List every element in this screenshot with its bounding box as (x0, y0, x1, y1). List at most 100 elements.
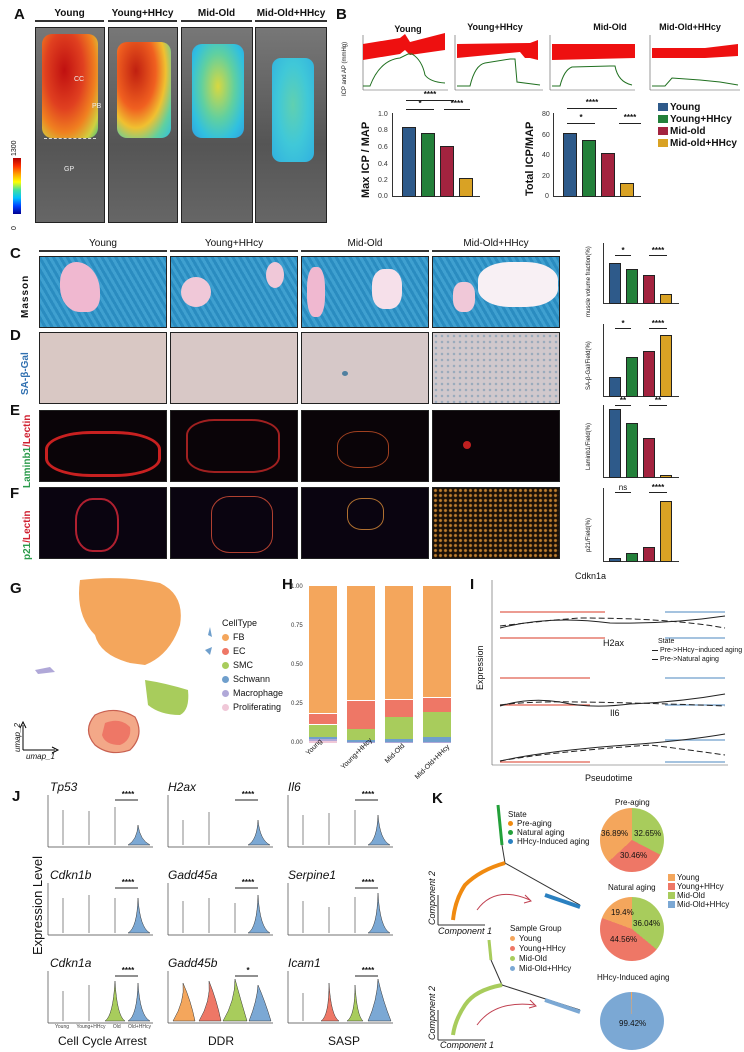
k-pie-title-pre: Pre-aging (615, 798, 650, 807)
c-col-young-hhcy: Young+HHcy (170, 238, 298, 252)
e-if-mid-old-hhcy (432, 410, 560, 482)
b-trace-mid-old-hhcy-title: Mid-Old+HHcy (659, 22, 721, 32)
h-bar-mid-old (385, 586, 413, 743)
f-if-young (39, 487, 167, 559)
b-trace-mid-old-title: Mid-Old (593, 22, 627, 32)
k-trajectory-plots (437, 804, 581, 1041)
i-xlabel: Pseudotime (585, 773, 633, 783)
b-max-bar-young (402, 127, 416, 197)
legend-young: Young (658, 102, 737, 114)
c-masson-young (39, 256, 167, 328)
k-state-legend: State Pre-aging Natural aging HHcy-Induc… (508, 810, 590, 846)
e-quant-ylabel: Laminb1/Field(%) (586, 422, 592, 470)
d-sabgal-young-hhcy (170, 332, 298, 404)
panel-label-k: K (432, 790, 443, 807)
b-max-chart: * **** **** (392, 90, 480, 197)
d-row-label: SA-β-Gal (20, 352, 31, 395)
legend-mid-old: Mid-old (658, 126, 737, 138)
h-stacked-chart (306, 586, 466, 743)
panel-label-d: D (10, 327, 21, 344)
b-total-ylabel: Total ICP/MAP (524, 121, 536, 196)
panel-label-j: J (12, 788, 21, 805)
c-col-young: Young (39, 238, 167, 252)
h-bar-young-hhcy (347, 586, 375, 743)
k-pie-hhcy-induced (600, 992, 664, 1050)
k-axis-y-bottom: Component 2 (427, 985, 437, 1040)
i-legend: State Pre->HHcy−induced aging Pre->Natur… (652, 637, 742, 664)
e-if-young-hhcy (170, 410, 298, 482)
colorbar-max: 1300 (11, 140, 18, 156)
panel-label-e: E (10, 402, 21, 419)
g-legend: CellType FB EC SMC Schwann Macrophage Pr… (222, 618, 284, 712)
k-pie-title-natural: Natural aging (608, 883, 656, 892)
b-total-bar-mid-old (601, 153, 615, 197)
c-col-mid-old: Mid-Old (301, 238, 429, 252)
b-trace-young-hhcy-title: Young+HHcy (467, 22, 523, 32)
j-group-labels: Young Young+HHcy Old Old+HHcy (55, 1024, 151, 1030)
g-xaxis-label: umap_1 (26, 752, 55, 761)
k-axis-x-top: Component 1 (438, 926, 493, 936)
b-pressure-traces (362, 33, 740, 91)
g-yaxis-label: umap_2 (13, 723, 22, 752)
e-if-young (39, 410, 167, 482)
h-bar-mid-old-hhcy (423, 586, 451, 743)
legend-young-hhcy: Young+HHcy (658, 114, 737, 126)
i-gene-cdkn1a: Cdkn1a (575, 571, 607, 581)
f-quant-ylabel: p21/Field(%) (586, 517, 592, 552)
k-group-legend: Sample Group Young Young+HHcy Mid-Old Mi… (510, 924, 572, 973)
k-axis-x-bottom: Component 1 (440, 1040, 495, 1050)
b-legend: Young Young+HHcy Mid-old Mid-old+HHcy (658, 102, 737, 150)
k-pie-title-hhcy: HHcy-Induced aging (597, 973, 670, 982)
gp-label: GP (64, 166, 75, 173)
a-col-young-hhcy: Young+HHcy (108, 8, 177, 22)
colorbar-min: 0 (11, 226, 18, 230)
c-col-mid-old-hhcy: Mid-Old+HHcy (432, 238, 560, 252)
b-trace-young-title: Young (394, 24, 422, 34)
i-pseudotime-plot (491, 580, 728, 766)
f-if-mid-old (301, 487, 429, 559)
d-sabgal-mid-old (301, 332, 429, 404)
b-trace-ylabel: ICP and AP (mmHg) (342, 41, 348, 96)
panel-label-i: I (470, 576, 475, 593)
d-quant-chart: * **** (603, 319, 679, 397)
a-col-mid-old-hhcy: Mid-Old+HHcy (255, 8, 327, 22)
i-ylabel: Expression (475, 645, 485, 690)
k-pie-pre-aging (600, 808, 664, 872)
f-quant-chart: ns **** (603, 483, 679, 562)
c-masson-young-hhcy (170, 256, 298, 328)
c-quant-ylabel: muscle volume fraction(%) (586, 246, 592, 317)
k-axis-y-top: Component 2 (427, 870, 437, 925)
j-category-ddr: DDR (208, 1034, 234, 1048)
panel-label-b: B (336, 6, 347, 23)
d-sabgal-young (39, 332, 167, 404)
c-row-label: Masson (20, 274, 31, 318)
a-image-young-hhcy (108, 27, 178, 223)
b-max-bar-mid-old (440, 146, 454, 197)
panel-label-g: G (10, 580, 22, 597)
b-max-ylabel: Max ICP / MAP (360, 121, 372, 198)
a-image-mid-old-hhcy (255, 27, 327, 223)
panel-label-c: C (10, 245, 21, 262)
c-quant-chart: * **** (603, 243, 679, 304)
j-category-cell-cycle: Cell Cycle Arrest (58, 1034, 147, 1048)
a-image-young: CC PB GP (35, 27, 105, 223)
b-max-bar-young-hhcy (421, 133, 435, 197)
d-sabgal-mid-old-hhcy (432, 332, 560, 404)
j-category-sasp: SASP (328, 1034, 361, 1048)
h-bar-young (309, 586, 337, 743)
b-total-chart: * **** **** (553, 98, 641, 197)
a-image-mid-old (181, 27, 253, 223)
a-col-mid-old: Mid-Old (181, 8, 252, 22)
b-max-bar-mid-old-hhcy (459, 178, 473, 197)
j-ylabel: Expression Level (30, 856, 45, 955)
c-masson-mid-old-hhcy (432, 256, 560, 328)
panel-label-a: A (14, 6, 25, 23)
b-total-bar-young (563, 133, 577, 197)
k-pie-natural-aging (600, 897, 664, 961)
i-gene-il6: Il6 (610, 708, 620, 718)
a-col-young: Young (35, 8, 104, 22)
cc-label: CC (74, 76, 85, 83)
b-total-bar-young-hhcy (582, 140, 596, 197)
g-umap-plot (20, 578, 212, 754)
colorbar (13, 158, 21, 214)
